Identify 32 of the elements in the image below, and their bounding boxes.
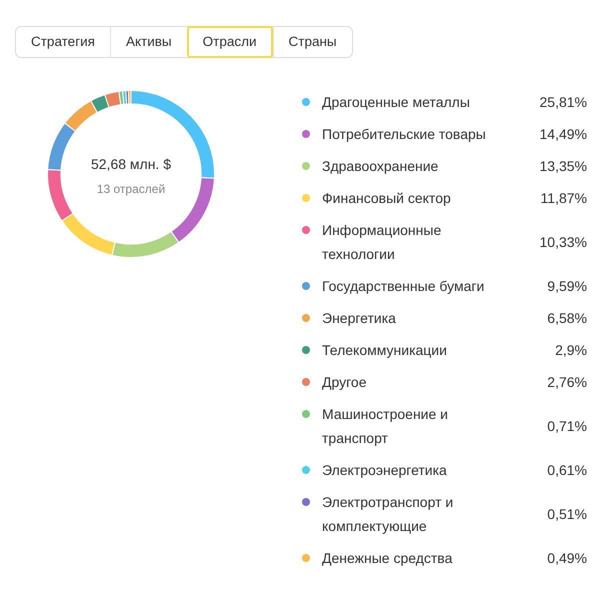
data-label: 2,9% <box>554 341 588 360</box>
data-label: 6,58% <box>546 309 588 328</box>
data-label: 11,87% <box>540 189 588 208</box>
tab[interactable]: Активы <box>110 27 187 57</box>
tab[interactable]: Стратегия <box>16 27 110 57</box>
data-label: 2,76% <box>546 373 588 392</box>
data-label: 0,61% <box>546 461 588 480</box>
data-label: 14,49% <box>538 125 588 144</box>
legend-label: Телекоммуникации <box>322 341 448 360</box>
legend-label: Здравоохранение <box>322 157 440 176</box>
legend-label: Электроэнергетика <box>322 461 448 480</box>
legend-label: Информационные технологии <box>322 221 442 264</box>
legend-label: Машиностроение и транспорт <box>322 405 449 448</box>
legend-label: Энергетика <box>322 309 397 328</box>
tab[interactable]: Страны <box>272 27 352 57</box>
text: 13 отраслей <box>96 181 166 197</box>
data-label: 25,81% <box>538 93 588 112</box>
data-label: 0,51% <box>546 505 588 524</box>
selected-tab[interactable]: Отрасли <box>186 26 273 58</box>
legend-label: Другое <box>322 373 368 392</box>
legend-label: Государственные бумаги <box>322 277 486 296</box>
legend-label: Электротранспорт и комплектующие <box>322 493 454 536</box>
data-label: 0,71% <box>546 417 588 436</box>
data-label: 9,59% <box>546 277 588 296</box>
legend-label: Финансовый сектор <box>322 189 452 208</box>
legend-label: Драгоценные металлы <box>322 93 471 112</box>
data-label: 10,33% <box>538 233 588 252</box>
text: 52,68 млн. $ <box>90 155 172 173</box>
data-label: 0,49% <box>546 549 588 568</box>
data-label: 13,35% <box>538 157 588 176</box>
legend-label: Потребительские товары <box>322 125 487 144</box>
legend-label: Денежные средства <box>322 549 454 568</box>
